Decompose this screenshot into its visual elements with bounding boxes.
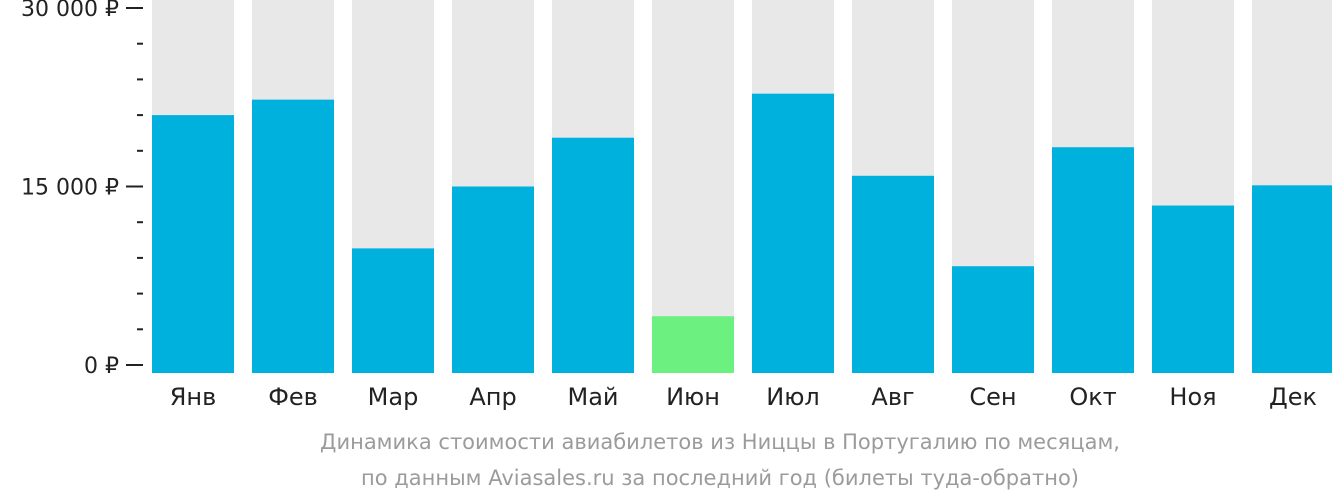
x-tick-label: Ноя <box>1169 383 1216 411</box>
x-tick-label: Дек <box>1269 383 1317 411</box>
bar-6 <box>652 316 734 373</box>
bar-11 <box>1152 205 1234 373</box>
bar-2 <box>252 99 334 373</box>
chart-caption-line-2: по данным Aviasales.ru за последний год … <box>361 466 1079 490</box>
x-tick-label: Июн <box>666 383 720 411</box>
bar-5 <box>552 137 634 373</box>
y-tick-label: 15 000 ₽ <box>21 176 119 201</box>
x-tick-label: Сен <box>969 383 1016 411</box>
x-tick-label: Май <box>567 383 618 411</box>
bar-1 <box>152 115 234 373</box>
data-bars <box>152 93 1332 374</box>
bar-8 <box>852 175 934 373</box>
x-tick-label: Июл <box>766 383 820 411</box>
bar-7 <box>752 93 834 374</box>
x-tick-label: Мар <box>368 383 419 411</box>
y-tick-label: 0 ₽ <box>84 354 119 379</box>
bar-4 <box>452 186 534 373</box>
chart-caption-line-1: Динамика стоимости авиабилетов из Ниццы … <box>320 430 1120 454</box>
y-tick-label: 30 000 ₽ <box>21 0 119 22</box>
background-bar <box>652 0 734 373</box>
x-tick-label: Фев <box>268 383 318 411</box>
x-tick-label: Окт <box>1069 383 1116 411</box>
bar-3 <box>352 248 434 373</box>
price-bar-chart: 0 ₽ 15 000 ₽ 30 000 ₽ Янв Фев Мар Апр Май Июн Ию… <box>21 0 1332 411</box>
bar-9 <box>952 266 1034 373</box>
y-axis: 0 ₽ 15 000 ₽ 30 000 ₽ <box>21 0 143 379</box>
x-tick-label: Янв <box>170 383 217 411</box>
x-tick-label: Авг <box>871 383 914 411</box>
x-axis: Янв Фев Мар Апр Май Июн Июл Авг Сен Окт Ноя Дек <box>170 383 1317 411</box>
bar-10 <box>1052 147 1134 373</box>
x-tick-label: Апр <box>469 383 516 411</box>
bar-12 <box>1252 185 1332 373</box>
